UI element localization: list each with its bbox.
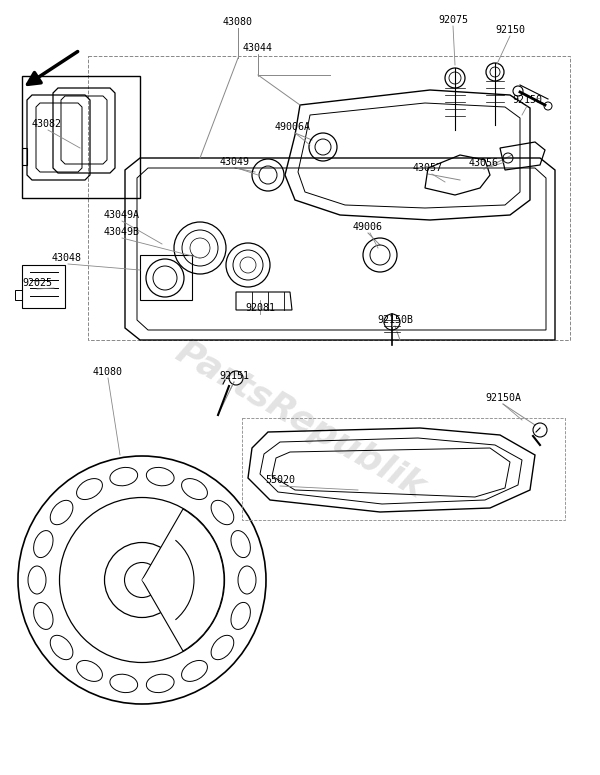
Text: 43056: 43056 xyxy=(469,158,499,168)
Text: 43057: 43057 xyxy=(413,163,443,173)
Text: 92150B: 92150B xyxy=(377,315,413,325)
Text: 92075: 92075 xyxy=(438,15,468,25)
Text: 43049: 43049 xyxy=(220,157,250,167)
Text: 92081: 92081 xyxy=(245,303,275,313)
Text: 92150: 92150 xyxy=(495,25,525,35)
Wedge shape xyxy=(142,540,194,620)
Wedge shape xyxy=(142,509,224,651)
Text: 92150A: 92150A xyxy=(485,393,521,403)
Text: 43080: 43080 xyxy=(223,17,253,27)
Text: 43049A: 43049A xyxy=(104,210,140,220)
Text: 92150: 92150 xyxy=(512,95,542,105)
Text: 43082: 43082 xyxy=(32,119,62,129)
Text: 49006A: 49006A xyxy=(275,122,311,132)
Text: 43044: 43044 xyxy=(243,43,273,53)
Text: PartsRepublik: PartsRepublik xyxy=(169,335,431,505)
Text: 43049B: 43049B xyxy=(104,227,140,237)
Text: 49006: 49006 xyxy=(353,222,383,232)
Text: 41080: 41080 xyxy=(93,367,123,377)
Text: 92151: 92151 xyxy=(219,371,249,381)
Text: 43048: 43048 xyxy=(52,253,82,263)
Text: 55020: 55020 xyxy=(265,475,295,485)
Text: 92025: 92025 xyxy=(22,278,52,288)
